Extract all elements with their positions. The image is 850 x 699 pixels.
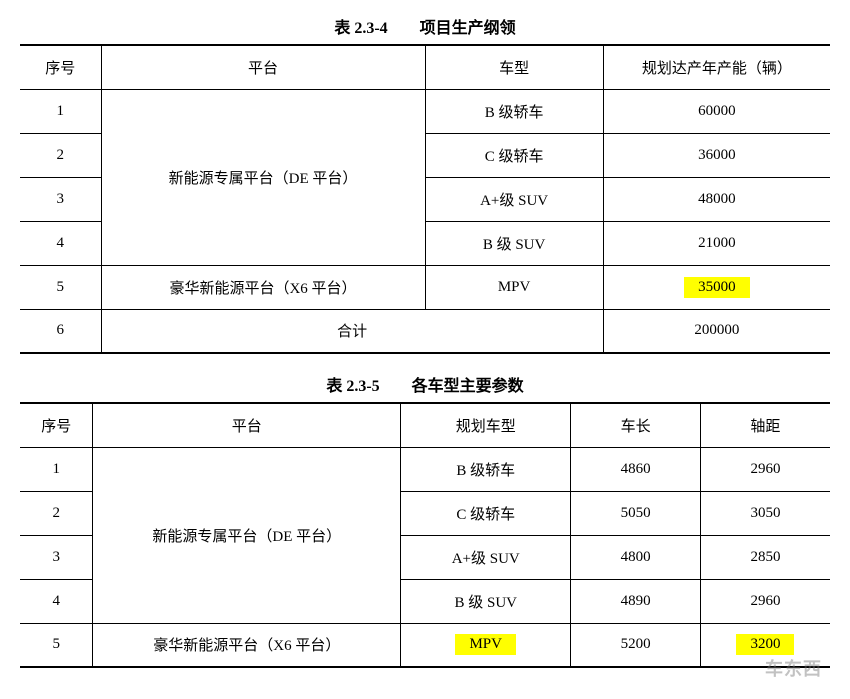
- cell-seq: 4: [20, 221, 101, 265]
- cell-length: 5050: [571, 491, 701, 535]
- table1-header-capacity: 规划达产年产能（辆）: [603, 45, 830, 89]
- cell-wheelbase: 2960: [700, 447, 830, 491]
- cell-seq: 2: [20, 491, 93, 535]
- table1-header-type: 车型: [425, 45, 603, 89]
- highlight-cell: 35000: [684, 277, 750, 298]
- table-row: 1 新能源专属平台（DE 平台） B 级轿车 60000: [20, 89, 830, 133]
- table-row: 5 豪华新能源平台（X6 平台） MPV 35000: [20, 265, 830, 309]
- table2-header-seq: 序号: [20, 403, 93, 447]
- cell-capacity: 60000: [603, 89, 830, 133]
- table1: 序号 平台 车型 规划达产年产能（辆） 1 新能源专属平台（DE 平台） B 级…: [20, 44, 830, 354]
- cell-seq: 1: [20, 447, 93, 491]
- cell-type: C 级轿车: [401, 491, 571, 535]
- cell-seq: 3: [20, 535, 93, 579]
- table1-title: 表 2.3-4 项目生产纲领: [20, 14, 830, 38]
- cell-seq: 3: [20, 177, 101, 221]
- cell-total-label: 合计: [101, 309, 603, 353]
- table-row: 5 豪华新能源平台（X6 平台） MPV 5200 3200: [20, 623, 830, 667]
- cell-wheelbase: 3050: [700, 491, 830, 535]
- cell-platform-de: 新能源专属平台（DE 平台）: [93, 447, 401, 623]
- cell-type: C 级轿车: [425, 133, 603, 177]
- cell-type: MPV: [425, 265, 603, 309]
- table2-header-length: 车长: [571, 403, 701, 447]
- table2-header-row: 序号 平台 规划车型 车长 轴距: [20, 403, 830, 447]
- table2: 序号 平台 规划车型 车长 轴距 1 新能源专属平台（DE 平台） B 级轿车 …: [20, 402, 830, 668]
- table1-header-row: 序号 平台 车型 规划达产年产能（辆）: [20, 45, 830, 89]
- cell-capacity: 35000: [603, 265, 830, 309]
- cell-wheelbase: 2960: [700, 579, 830, 623]
- cell-seq: 4: [20, 579, 93, 623]
- cell-type: B 级轿车: [401, 447, 571, 491]
- cell-seq: 6: [20, 309, 101, 353]
- cell-total-capacity: 200000: [603, 309, 830, 353]
- table-row-total: 6 合计 200000: [20, 309, 830, 353]
- cell-length: 4860: [571, 447, 701, 491]
- table-row: 1 新能源专属平台（DE 平台） B 级轿车 4860 2960: [20, 447, 830, 491]
- cell-platform-x6: 豪华新能源平台（X6 平台）: [93, 623, 401, 667]
- highlight-cell: 3200: [736, 634, 794, 655]
- cell-wheelbase: 2850: [700, 535, 830, 579]
- table1-header-seq: 序号: [20, 45, 101, 89]
- cell-platform-x6: 豪华新能源平台（X6 平台）: [101, 265, 425, 309]
- cell-type: A+级 SUV: [401, 535, 571, 579]
- table2-header-platform: 平台: [93, 403, 401, 447]
- cell-seq: 5: [20, 623, 93, 667]
- cell-capacity: 48000: [603, 177, 830, 221]
- cell-capacity: 21000: [603, 221, 830, 265]
- cell-type: B 级 SUV: [425, 221, 603, 265]
- cell-type: B 级 SUV: [401, 579, 571, 623]
- table2-header-wheelbase: 轴距: [700, 403, 830, 447]
- cell-length: 4800: [571, 535, 701, 579]
- cell-seq: 2: [20, 133, 101, 177]
- cell-length: 5200: [571, 623, 701, 667]
- cell-seq: 5: [20, 265, 101, 309]
- cell-platform-de: 新能源专属平台（DE 平台）: [101, 89, 425, 265]
- cell-type: B 级轿车: [425, 89, 603, 133]
- table2-title: 表 2.3-5 各车型主要参数: [20, 372, 830, 396]
- table2-header-type: 规划车型: [401, 403, 571, 447]
- table1-header-platform: 平台: [101, 45, 425, 89]
- cell-capacity: 36000: [603, 133, 830, 177]
- cell-length: 4890: [571, 579, 701, 623]
- cell-wheelbase: 3200: [700, 623, 830, 667]
- cell-seq: 1: [20, 89, 101, 133]
- cell-type: MPV: [401, 623, 571, 667]
- highlight-cell: MPV: [455, 634, 516, 655]
- cell-type: A+级 SUV: [425, 177, 603, 221]
